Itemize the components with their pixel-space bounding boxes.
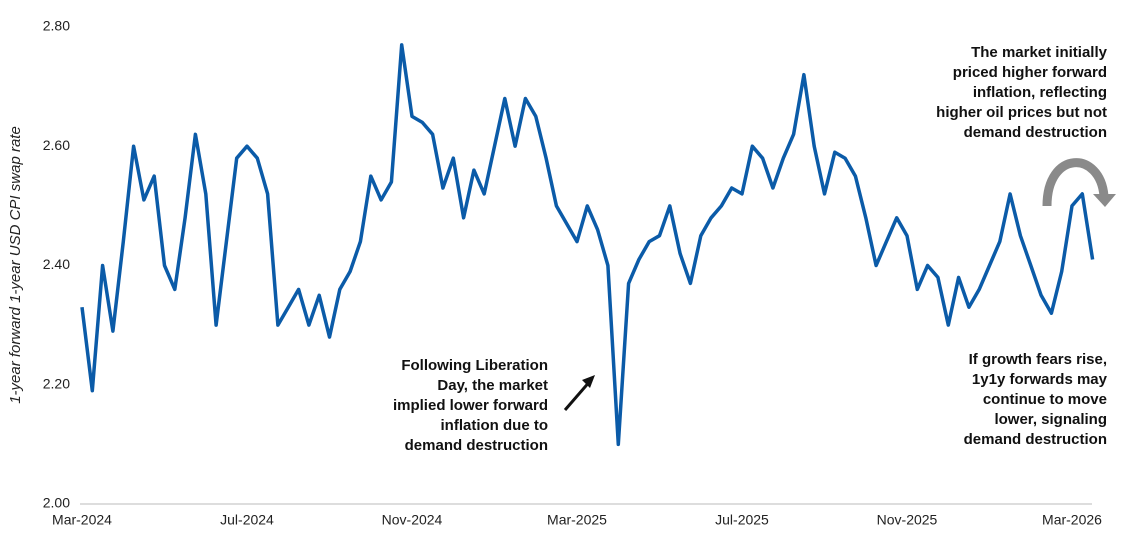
annotation: The market initially — [971, 44, 1108, 61]
annotation: Day, the market — [437, 377, 548, 394]
annotation: demand destruction — [964, 124, 1107, 141]
x-tick-label: Nov-2024 — [382, 512, 443, 528]
annotation: lower, signaling — [994, 411, 1107, 428]
x-tick-label: Jul-2025 — [715, 512, 769, 528]
annotation: higher oil prices but not — [936, 104, 1107, 121]
y-axis-label: 1-year forward 1-year USD CPI swap rate — [7, 126, 24, 404]
annotation: demand destruction — [405, 437, 548, 454]
annotation: If growth fears rise, — [969, 351, 1107, 368]
annotation: 1y1y forwards may — [972, 371, 1108, 388]
y-tick-label: 2.20 — [43, 375, 70, 391]
y-tick-label: 2.60 — [43, 137, 70, 153]
line-series — [80, 43, 1095, 447]
x-tick-label: Mar-2026 — [1042, 512, 1102, 528]
y-tick-label: 2.00 — [43, 495, 70, 511]
annotation: continue to move — [983, 391, 1107, 408]
annotation: priced higher forward — [953, 64, 1107, 81]
x-tick-label: Mar-2024 — [52, 512, 112, 528]
x-tick-label: Jul-2024 — [220, 512, 274, 528]
x-tick-label: Nov-2025 — [877, 512, 938, 528]
annotation: inflation, reflecting — [973, 84, 1107, 101]
annotation: demand destruction — [964, 431, 1107, 448]
curved-arrow-head — [1093, 194, 1116, 207]
y-tick-label: 2.80 — [43, 18, 70, 34]
arrow-head — [582, 375, 595, 388]
curved-arrow — [1042, 158, 1109, 207]
annotation: inflation due to — [441, 417, 548, 434]
annotation: Following Liberation — [401, 357, 548, 374]
annotation: implied lower forward — [393, 397, 548, 414]
x-tick-label: Mar-2025 — [547, 512, 607, 528]
arrow — [563, 379, 593, 411]
y-tick-label: 2.40 — [43, 256, 70, 272]
